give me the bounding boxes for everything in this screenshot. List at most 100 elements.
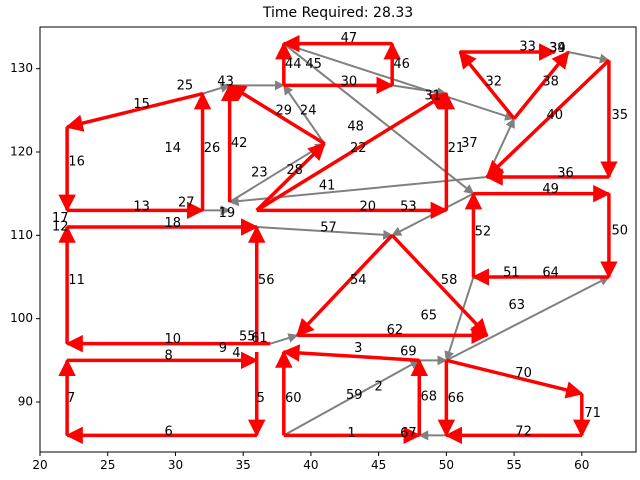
edge-label-43: 43 [217, 75, 234, 90]
edge-label-64: 64 [542, 265, 559, 280]
edge-label-18: 18 [164, 216, 181, 231]
edge-label-68: 68 [420, 390, 437, 405]
edge-label-14: 14 [164, 141, 181, 156]
y-tick-label-110: 110 [10, 228, 33, 242]
edge-label-37: 37 [461, 136, 478, 151]
edge-label-5: 5 [257, 391, 265, 406]
edge-label-17: 17 [52, 211, 69, 226]
edge-label-72: 72 [515, 425, 532, 440]
edge-label-22: 22 [350, 141, 367, 156]
route-edge-15 [65, 91, 203, 132]
edge-label-20: 20 [360, 200, 377, 215]
x-axis: 20 25 30 35 40 45 50 55 60 [32, 452, 589, 472]
edge-label-35: 35 [611, 108, 628, 123]
edge-label-53: 53 [400, 200, 417, 215]
edge-label-9: 9 [219, 341, 227, 356]
edge-label-51: 51 [503, 265, 520, 280]
edge-label-69: 69 [400, 345, 417, 360]
edge-label-30: 30 [341, 75, 358, 90]
edge-label-39: 39 [549, 41, 566, 56]
network-edge-39 [568, 51, 610, 64]
edge-label-27: 27 [178, 195, 195, 210]
edge-label-16: 16 [68, 155, 85, 170]
x-tick-label-25: 25 [100, 458, 115, 472]
y-tick-label-130: 130 [10, 61, 33, 75]
edge-label-4: 4 [232, 346, 240, 361]
edge-label-70: 70 [515, 366, 532, 381]
edge-label-32: 32 [485, 75, 502, 90]
y-tick-label-120: 120 [10, 145, 33, 159]
x-tick-label-35: 35 [236, 458, 251, 472]
x-tick-label-40: 40 [303, 458, 318, 472]
network-edge-37 [486, 117, 515, 178]
network-edge-61 [269, 333, 299, 345]
network-edge-45 [283, 42, 516, 121]
edge-label-47: 47 [341, 31, 358, 46]
edge-label-28: 28 [286, 163, 303, 178]
edge-label-71: 71 [584, 406, 601, 421]
edge-label-13: 13 [133, 200, 150, 215]
edge-label-41: 41 [319, 179, 336, 194]
network-edge-2 [283, 359, 421, 437]
edge-label-42: 42 [231, 136, 248, 151]
edge-label-26: 26 [204, 141, 221, 156]
edge-label-50: 50 [611, 224, 628, 239]
route-edge-3 [282, 344, 420, 363]
edge-label-65: 65 [420, 309, 437, 324]
edge-label-1: 1 [347, 426, 355, 441]
edge-label-10: 10 [164, 332, 181, 347]
edge-label-25: 25 [177, 79, 194, 94]
network-edge-57 [256, 226, 394, 240]
edge-label-29: 29 [276, 104, 293, 119]
x-tick-label-50: 50 [439, 458, 454, 472]
edge-label-45: 45 [305, 57, 322, 72]
edge-label-58: 58 [441, 273, 458, 288]
edge-label-34: 34 [549, 41, 566, 56]
edge-label-56: 56 [258, 273, 275, 288]
route-edge-40 [485, 59, 611, 179]
route-edge-38 [512, 50, 570, 120]
network-edge-63 [445, 276, 610, 362]
route-edge-58 [390, 234, 489, 337]
edge-label-59: 59 [346, 388, 363, 403]
edge-label-11: 11 [68, 273, 85, 288]
edge-label-31: 31 [425, 89, 442, 104]
edge-label-55: 55 [239, 330, 256, 345]
edge-label-38: 38 [542, 75, 559, 90]
edge-label-48: 48 [347, 120, 364, 135]
edge-label-12: 12 [52, 220, 69, 235]
y-axis: 90 100 110 120 130 [10, 61, 40, 409]
route-edge-29 [228, 83, 326, 146]
edge-label-2: 2 [374, 380, 382, 395]
edge-label-3: 3 [354, 341, 362, 356]
x-tick-label-55: 55 [506, 458, 521, 472]
edge-label-54: 54 [350, 273, 367, 288]
edge-label-36: 36 [557, 166, 574, 181]
route-edge-70 [445, 358, 584, 399]
edge-label-60: 60 [285, 391, 302, 406]
edge-label-33: 33 [519, 40, 536, 55]
x-tick-label-60: 60 [574, 458, 589, 472]
edge-label-57: 57 [320, 220, 337, 235]
edge-label-8: 8 [165, 349, 173, 364]
chart-title: Time Required: 28.33 [262, 5, 413, 21]
x-tick-label-20: 20 [32, 458, 47, 472]
route-edge-28 [255, 142, 326, 212]
y-tick-label-100: 100 [10, 311, 33, 325]
plot-frame [39, 26, 637, 453]
edge-label-52: 52 [475, 225, 492, 240]
edge-label-46: 46 [393, 57, 410, 72]
edge-label-6: 6 [165, 425, 173, 440]
edge-label-62: 62 [387, 323, 404, 338]
route-edge-54 [296, 234, 394, 337]
edge-label-61: 61 [251, 331, 268, 346]
edge-label-66: 66 [448, 391, 465, 406]
edge-label-15: 15 [133, 97, 150, 112]
x-tick-label-30: 30 [168, 458, 183, 472]
edge-label-23: 23 [251, 165, 268, 180]
network-edge-48 [283, 42, 475, 195]
route-edge-22 [255, 92, 448, 212]
edge-label-24: 24 [300, 104, 317, 119]
